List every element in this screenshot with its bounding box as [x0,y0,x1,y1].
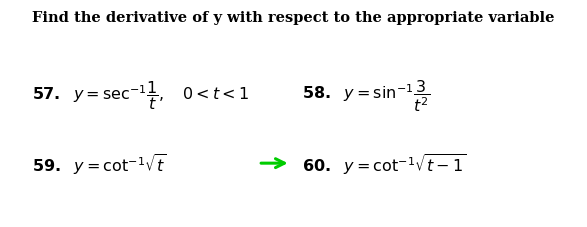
Text: Find the derivative of y with respect to the appropriate variable: Find the derivative of y with respect to… [32,11,555,25]
Text: $\mathbf{59.}\ \ y = \cot^{-1}\!\sqrt{t}$: $\mathbf{59.}\ \ y = \cot^{-1}\!\sqrt{t}… [32,151,167,176]
Text: $\mathbf{57.}\ \ y = \sec^{-1}\!\dfrac{1}{t},\quad 0 < t < 1$: $\mathbf{57.}\ \ y = \sec^{-1}\!\dfrac{1… [32,79,249,112]
Text: $\mathbf{60.}\ \ y = \cot^{-1}\!\sqrt{t - 1}$: $\mathbf{60.}\ \ y = \cot^{-1}\!\sqrt{t … [302,151,467,176]
Text: $\mathbf{58.}\ \ y = \sin^{-1}\!\dfrac{3}{t^2}$: $\mathbf{58.}\ \ y = \sin^{-1}\!\dfrac{3… [302,78,430,113]
